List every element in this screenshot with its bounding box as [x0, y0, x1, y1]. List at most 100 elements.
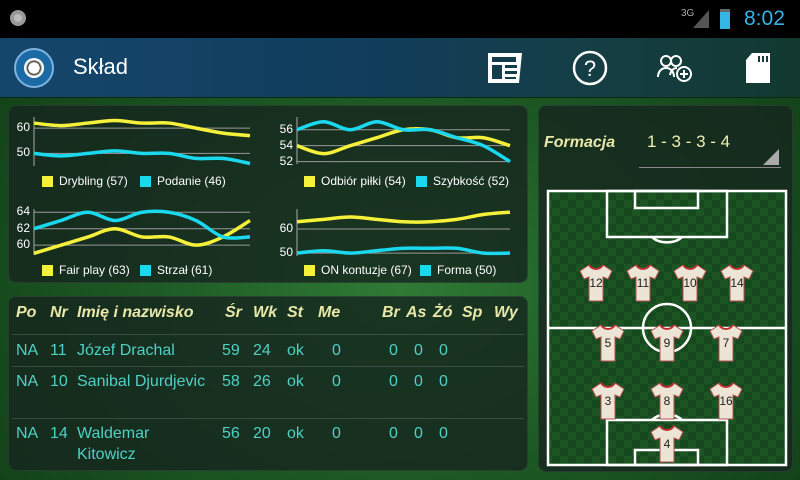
player-jersey[interactable]: 5 — [591, 322, 625, 362]
legend-item: Podanie (46) — [140, 174, 226, 188]
cell-br: 0 — [389, 342, 398, 359]
series-line-cyan — [33, 149, 251, 166]
player-jersey[interactable]: 16 — [709, 380, 743, 420]
player-jersey[interactable]: 11 — [626, 262, 660, 302]
jersey-icon — [709, 382, 743, 420]
col-header-name[interactable]: Imię i nazwisko — [77, 304, 194, 321]
jersey-icon — [579, 264, 613, 302]
legend-item: Drybling (57) — [42, 174, 128, 188]
jersey-number: 9 — [663, 336, 671, 350]
series-line-yellow — [33, 118, 251, 138]
player-jersey[interactable]: 14 — [720, 262, 754, 302]
cell-me: 0 — [332, 342, 341, 359]
legend-label: ON kontuzje (67) — [321, 263, 412, 277]
jersey-number: 5 — [604, 336, 612, 350]
formation-value: 1 - 3 - 3 - 4 — [647, 132, 731, 151]
y-tick-label: 56 — [279, 121, 293, 136]
legend-label: Fair play (63) — [59, 263, 130, 277]
y-tick-label: 50 — [279, 245, 293, 260]
y-tick-label: 60 — [16, 120, 30, 135]
legend-item: Forma (50) — [420, 263, 496, 277]
col-header-br[interactable]: Br — [382, 304, 400, 321]
page-title: Skład — [73, 54, 129, 79]
cell-as: 0 — [414, 373, 423, 390]
player-jersey[interactable]: 4 — [650, 423, 684, 463]
network-type: 3G — [681, 8, 695, 19]
player-jersey[interactable]: 7 — [709, 322, 743, 362]
legend-swatch — [140, 175, 151, 187]
jersey-icon — [650, 324, 684, 362]
cell-st: ok — [287, 425, 304, 442]
jersey-number: 4 — [663, 437, 671, 451]
col-header-zo[interactable]: Żó — [433, 304, 453, 321]
cell-sr: 59 — [222, 342, 240, 359]
app-logo-icon[interactable] — [14, 48, 54, 88]
col-header-st[interactable]: St — [287, 304, 303, 321]
col-header-nr[interactable]: Nr — [50, 304, 68, 321]
cell-nr: 14 — [50, 425, 68, 442]
series-line-yellow — [296, 210, 511, 224]
jersey-icon — [650, 425, 684, 463]
player-jersey[interactable]: 12 — [579, 262, 613, 302]
series-line-yellow — [33, 219, 251, 256]
legend-label: Szybkość (52) — [433, 174, 510, 188]
clock: 8:02 — [744, 7, 785, 30]
cell-wk: 20 — [253, 425, 271, 442]
legend-item: Fair play (63) — [42, 263, 130, 277]
jersey-number: 14 — [730, 276, 744, 290]
cell-sr: 56 — [222, 425, 240, 442]
jersey-number: 16 — [719, 394, 733, 408]
notification-icon — [10, 10, 26, 26]
cell-nr: 10 — [50, 373, 68, 390]
cell-wk: 26 — [253, 373, 271, 390]
action-bar: Skład ? — [0, 38, 800, 98]
divider — [12, 366, 524, 367]
col-header-sp[interactable]: Sp — [462, 304, 483, 321]
cell-as: 0 — [414, 425, 423, 442]
cell-name: Waldemar Kitowicz — [77, 425, 150, 463]
y-tick-label: 60 — [16, 237, 30, 252]
col-header-po[interactable]: Po — [16, 304, 37, 321]
legend-swatch — [42, 175, 53, 187]
jersey-number: 8 — [663, 394, 671, 408]
col-header-as[interactable]: As — [406, 304, 427, 321]
y-tick-label: 54 — [279, 137, 293, 152]
legend-swatch — [140, 264, 151, 276]
formation-select[interactable]: 1 - 3 - 3 - 4 — [639, 126, 781, 168]
player-jersey[interactable]: 10 — [673, 262, 707, 302]
y-tick-label: 64 — [16, 204, 30, 219]
legend-label: Podanie (46) — [157, 174, 226, 188]
cell-wk: 24 — [253, 342, 271, 359]
signal-icon — [693, 10, 709, 28]
legend-label: Odbiór piłki (54) — [321, 174, 406, 188]
cell-st: ok — [287, 373, 304, 390]
player-jersey[interactable]: 9 — [650, 322, 684, 362]
player-jersey[interactable]: 8 — [650, 380, 684, 420]
jersey-icon — [650, 382, 684, 420]
jersey-number: 3 — [604, 394, 612, 408]
cell-po: NA — [16, 425, 39, 442]
y-tick-label: 62 — [16, 220, 30, 235]
help-icon[interactable]: ? — [570, 50, 610, 86]
legend-item: Szybkość (52) — [416, 174, 509, 188]
col-header-wy[interactable]: Wy — [494, 304, 518, 321]
col-header-me[interactable]: Me — [318, 304, 341, 321]
dropdown-corner-icon — [763, 149, 779, 165]
legend-label: Drybling (57) — [59, 174, 128, 188]
cell-zo: 0 — [439, 373, 448, 390]
legend-swatch — [420, 264, 431, 276]
legend-swatch — [416, 175, 427, 187]
y-tick-label: 60 — [279, 221, 293, 235]
jersey-icon — [709, 324, 743, 362]
sd-card-icon[interactable] — [738, 50, 778, 86]
legend-item: ON kontuzje (67) — [304, 263, 412, 277]
newspaper-icon[interactable] — [486, 50, 526, 86]
legend-swatch — [42, 264, 53, 276]
col-header-sr[interactable]: Śr — [225, 304, 242, 321]
cell-me: 0 — [332, 373, 341, 390]
col-header-wk[interactable]: Wk — [253, 304, 277, 321]
add-group-icon[interactable] — [654, 50, 694, 86]
player-jersey[interactable]: 3 — [591, 380, 625, 420]
cell-po: NA — [16, 373, 39, 390]
